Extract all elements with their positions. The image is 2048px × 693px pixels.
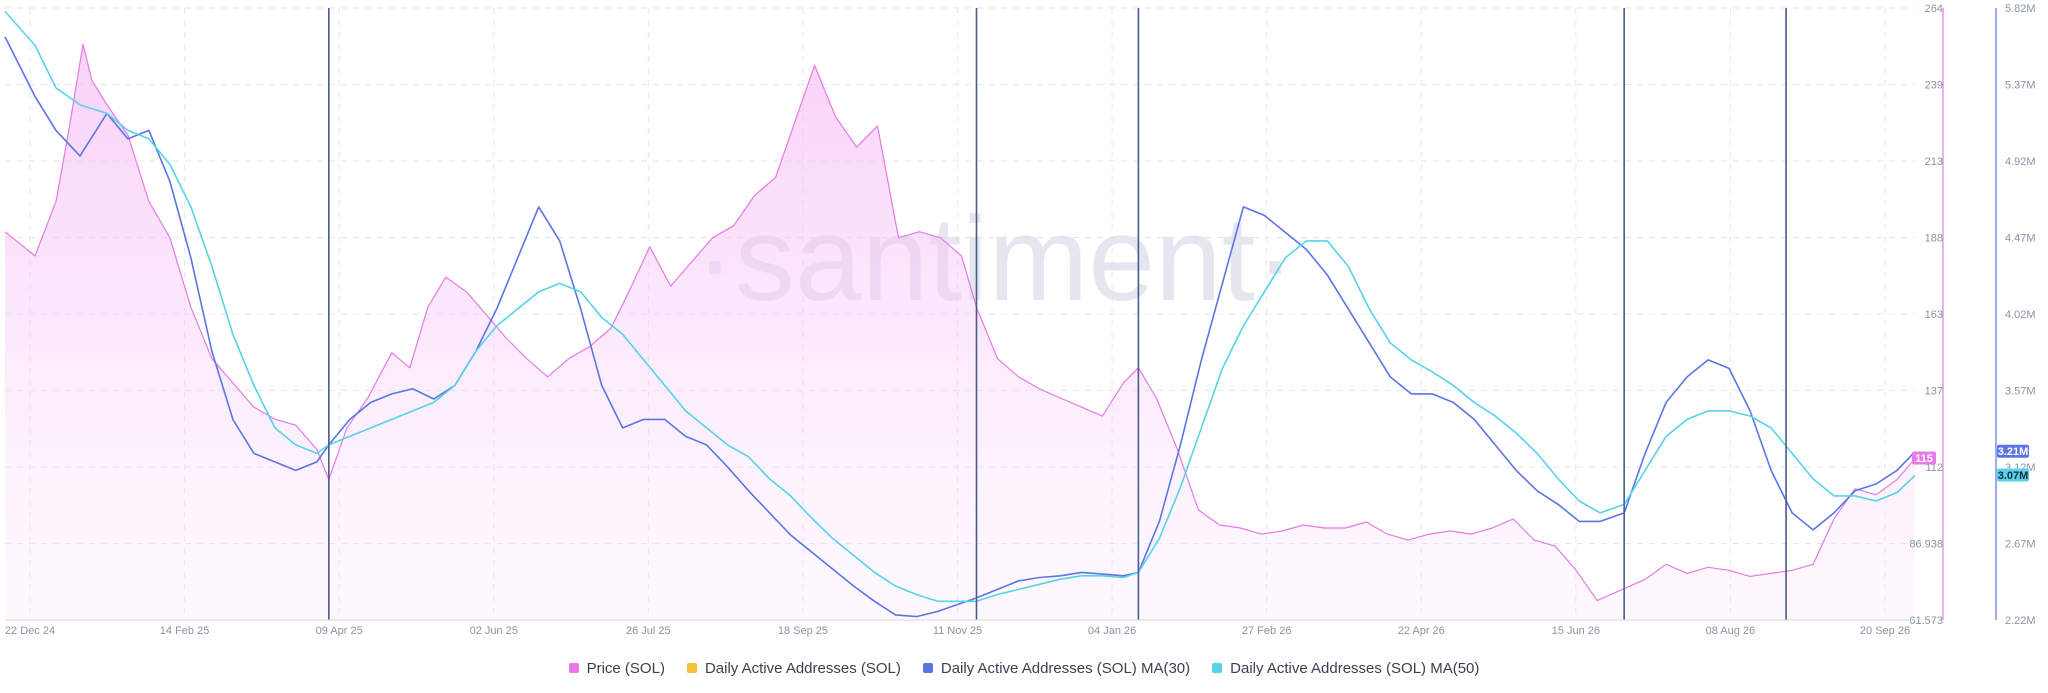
x-tick-label: 22 Apr 26: [1398, 625, 1445, 637]
series-layer: [4, 10, 1916, 621]
legend-item[interactable]: Price (SOL): [568, 659, 665, 677]
legend: Price (SOL) Daily Active Addresses (SOL) D…: [0, 656, 2048, 680]
price-tick-label: 137: [1925, 386, 1943, 398]
address-tick-label: 4.02M: [2005, 309, 2036, 321]
address-tick-label: 2.22M: [2005, 615, 2036, 627]
x-tick-label: 26 Jul 25: [626, 625, 671, 637]
x-tick-label: 11 Nov 25: [933, 625, 982, 637]
price-tick-label: 163: [1925, 309, 1943, 321]
address-tick-label: 2.67M: [2005, 539, 2036, 551]
x-tick-label: 09 Apr 25: [316, 625, 363, 637]
legend-item[interactable]: Daily Active Addresses (SOL) MA(50): [1212, 660, 1479, 677]
legend-swatch: [686, 663, 697, 673]
address-tick-label: 4.92M: [2005, 156, 2036, 168]
price-tick-label: 61.573: [1909, 615, 1943, 627]
legend-swatch: [568, 663, 579, 673]
legend-swatch: [1212, 663, 1223, 673]
address-tick-label: 4.47M: [2005, 233, 2036, 245]
price-tick-label: 264: [1925, 3, 1943, 15]
address-tick-label: 5.37M: [2005, 80, 2036, 92]
x-tick-label: 14 Feb 25: [160, 625, 210, 637]
price-tick-label: 188: [1925, 233, 1943, 245]
legend-label: Daily Active Addresses (SOL) MA(30): [940, 659, 1191, 677]
price-last-value-badge: 115: [1915, 453, 1933, 465]
address-tick-label: 3.57M: [2005, 386, 2036, 398]
price-area-fill: [5, 44, 1915, 621]
x-tick-label: 04 Jan 26: [1088, 625, 1136, 637]
ma50-last-value-badge: 3.07M: [1998, 470, 2029, 482]
price-last-value-badge-bg: [1912, 451, 1936, 465]
ma50-last-value-badge-bg: [1997, 468, 2029, 482]
legend-label: Daily Active Addresses (SOL): [704, 659, 901, 677]
address-tick-label: 5.82M: [2005, 3, 2036, 15]
ma30-last-value-badge-bg: [1997, 444, 2029, 458]
series-line-0: [4, 43, 1916, 602]
x-tick-label: 27 Feb 26: [1242, 625, 1292, 637]
x-tick-label: 20 Sep 26: [1860, 625, 1910, 637]
price-tick-label: 86.938: [1909, 539, 1943, 551]
legend-item[interactable]: Daily Active Addresses (SOL) MA(30): [922, 659, 1191, 677]
x-tick-label: 08 Aug 26: [1706, 625, 1756, 637]
legend-item[interactable]: Daily Active Addresses (SOL): [686, 659, 901, 677]
x-tick-label: 22 Dec 24: [5, 625, 55, 637]
legend-label: Price (SOL): [586, 659, 665, 677]
x-tick-label: 18 Sep 25: [778, 625, 828, 637]
last-value-badges: 115 3.21M 3.07M: [1912, 444, 2029, 482]
price-tick-label: 112: [1925, 462, 1943, 474]
x-tick-label: 15 Jun 26: [1552, 625, 1600, 637]
price-tick-label: 213: [1925, 156, 1943, 168]
x-tick-label: 02 Jun 25: [470, 625, 518, 637]
legend-label: Daily Active Addresses (SOL) MA(50): [1230, 659, 1480, 677]
price-tick-label: 239: [1925, 80, 1943, 92]
event-markers: [328, 8, 1787, 620]
ma30-last-value-badge: 3.21M: [1998, 446, 2029, 458]
legend-swatch: [922, 663, 933, 673]
